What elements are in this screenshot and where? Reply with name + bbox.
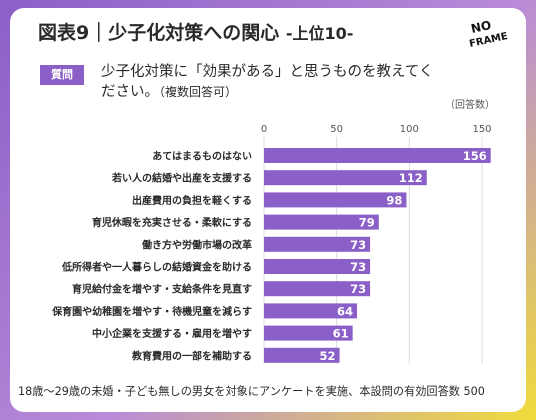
category-label: 育児給付金を増やす・支給条件を見直す <box>72 283 252 296</box>
noframe-logo: NO FRAME <box>468 20 509 50</box>
value-label: 52 <box>320 349 336 363</box>
bar <box>264 170 427 186</box>
category-label: 働き方や労働市場の改革 <box>141 238 252 251</box>
category-label: 出産費用の負担を軽くする <box>132 194 252 207</box>
category-label: 教育費用の一部を補助する <box>131 349 252 362</box>
x-tick-label: 50 <box>330 124 343 135</box>
bar <box>264 214 379 230</box>
x-tick-label: 100 <box>400 124 419 135</box>
value-label: 61 <box>333 327 349 341</box>
value-label: 73 <box>350 282 366 296</box>
question-text: 少子化対策に「効果がある」と思うものを教えてください。 <box>101 64 434 100</box>
value-label: 156 <box>463 149 487 163</box>
bar <box>264 148 491 163</box>
chart-title-sub: -上位10- <box>285 24 354 43</box>
category-label: 低所得者や一人暮らしの結婚資金を助ける <box>61 261 252 274</box>
chart-card <box>10 8 526 412</box>
question-text-block: 少子化対策に「効果がある」と思うものを教えてください。（複数回答可） <box>101 62 441 102</box>
value-label: 79 <box>359 216 375 230</box>
value-label: 73 <box>350 260 366 274</box>
footer-note: 18歳〜29歳の未婚・子ども無しの男女を対象にアンケートを実施、本設問の有効回答… <box>18 385 485 398</box>
value-label: 112 <box>399 171 423 185</box>
x-tick-label: 150 <box>472 124 491 135</box>
category-label: 若い人の結婚や出産を支援する <box>111 172 252 185</box>
bar <box>264 192 407 208</box>
chart-title-main: 図表9｜少子化対策への関心 <box>38 22 280 44</box>
bar <box>264 236 371 252</box>
bar <box>264 347 340 363</box>
x-tick-label: 0 <box>261 124 267 135</box>
category-label: あてはまるものはない <box>152 150 252 163</box>
bar <box>264 303 358 319</box>
chart-title: 図表9｜少子化対策への関心 -上位10- <box>38 18 353 45</box>
bar <box>264 259 371 274</box>
bar <box>264 281 371 297</box>
category-label: 保育園や幼稚園を増やす・待機児童を減らす <box>51 305 252 318</box>
value-label: 98 <box>386 193 402 207</box>
category-label: 育児休暇を充実させる・柔軟にする <box>92 216 252 229</box>
category-label: 中小企業を支援する・雇用を増やす <box>92 327 252 340</box>
logo-text-no: NO <box>470 20 493 36</box>
value-label: 73 <box>350 238 366 252</box>
bar <box>264 325 353 341</box>
unit-label: （回答数） <box>445 100 495 111</box>
value-label: 64 <box>337 304 353 318</box>
question-note: （複数回答可） <box>159 85 238 99</box>
question-badge: 質問 <box>40 65 84 85</box>
